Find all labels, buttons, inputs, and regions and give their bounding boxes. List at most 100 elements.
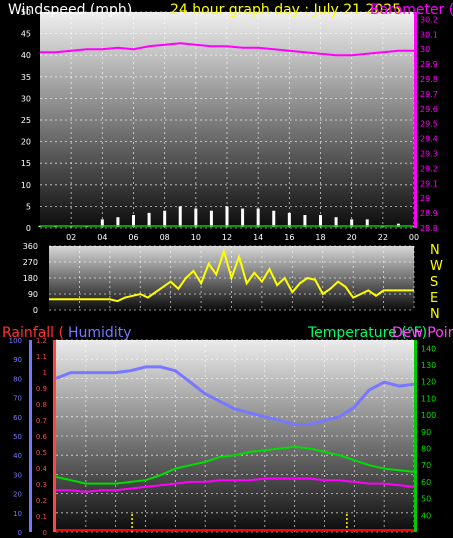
wind-y-tick-label: 15 [21, 159, 31, 168]
wind-x-tick-label: 22 [378, 233, 388, 242]
humidity-title: Humidity [68, 325, 131, 341]
rain-y-tick-label: 0.7 [36, 417, 47, 425]
barometer-line [40, 42, 414, 57]
humidity-y-tick-label: 70 [13, 395, 22, 403]
temperature-y-tick-label: 130 [421, 361, 436, 370]
wind-direction-line [49, 247, 414, 303]
direction-y-tick-label: 0 [33, 306, 38, 315]
wind-y-tick-label: 20 [21, 138, 31, 147]
wind-x-tick-label: 00 [409, 233, 419, 242]
temperature-y-tick-label: 100 [421, 411, 436, 420]
wind-y-tick-label: 30 [21, 94, 31, 103]
humidity-y-tick-label: 90 [13, 356, 22, 364]
rain-y-tick-label: 0 [43, 529, 47, 537]
wind-x-tick-label: 10 [191, 233, 201, 242]
temperature-y-tick-label: 90 [421, 428, 431, 437]
temperature-title: Temperature (°F) [307, 325, 427, 341]
wind-x-tick-label: 18 [315, 233, 325, 242]
wind-x-tick-label: 06 [128, 233, 138, 242]
temperature-y-tick-label: 40 [421, 511, 431, 520]
wind-y-tick-label: 45 [21, 30, 31, 39]
humidity-y-tick-label: 30 [13, 471, 22, 479]
barometer-y-tick-label: 29.7 [420, 90, 438, 99]
wind-y-tick-label: 50 [21, 8, 31, 17]
wind-panel-series [38, 42, 416, 227]
temperature-y-tick-label: 120 [421, 378, 436, 387]
rain-y-tick-label: 0.2 [36, 497, 47, 505]
dewpoint-line [56, 477, 415, 493]
rain-y-tick-label: 1.2 [36, 337, 47, 345]
direction-panel-grid [49, 245, 415, 311]
rainfall-title: Rainfall ( [2, 325, 64, 341]
rain-y-tick-label: 0.9 [36, 385, 47, 393]
humidity-y-tick-label: 100 [9, 337, 22, 345]
wind-x-tick-label: 04 [97, 233, 107, 242]
barometer-y-tick-label: 28.8 [420, 224, 438, 233]
rain-y-tick-label: 0.4 [36, 465, 48, 473]
rain-y-tick-label: 0.5 [36, 449, 47, 457]
humidity-y-tick-label: 20 [13, 491, 22, 499]
rain-axis-bar [53, 340, 56, 532]
barometer-axis-bar [414, 12, 417, 228]
rain-y-tick-label: 0.3 [36, 481, 47, 489]
wind-x-tick-label: 02 [66, 233, 76, 242]
temperature-y-tick-label: 50 [421, 495, 431, 504]
temperature-axis-bar [414, 340, 417, 532]
rain-y-tick-label: 0.1 [36, 513, 47, 521]
wind-x-tick-label: 16 [284, 233, 294, 242]
humidity-line [55, 365, 415, 426]
compass-label: W [430, 259, 443, 274]
wind-x-tick-label: 20 [347, 233, 357, 242]
humidity-y-tick-label: 80 [13, 375, 22, 383]
temperature-y-tick-label: 140 [421, 344, 436, 353]
barometer-y-tick-label: 29 [420, 194, 430, 203]
temperature-y-tick-label: 80 [421, 445, 431, 454]
temp-panel-series [55, 365, 415, 532]
direction-y-tick-label: 270 [23, 258, 38, 267]
direction-y-tick-label: 180 [23, 274, 38, 283]
wind-y-tick-label: 5 [26, 202, 31, 211]
wind-y-tick-label: 10 [21, 181, 31, 190]
wind-y-tick-label: 40 [21, 51, 31, 60]
humidity-y-tick-label: 60 [13, 414, 22, 422]
humidity-axis-bar [29, 340, 32, 532]
barometer-y-tick-label: 30.2 [420, 15, 438, 24]
humidity-y-tick-label: 10 [13, 510, 22, 518]
wind-y-tick-label: 25 [21, 116, 31, 125]
temperature-line [55, 445, 415, 485]
windspeed-title: Windspeed (mph) [8, 2, 132, 18]
barometer-y-tick-label: 30.1 [420, 30, 438, 39]
barometer-y-tick-label: 29.5 [420, 120, 438, 129]
humidity-y-tick-label: 0 [18, 529, 22, 537]
graph-title: 24 hour graph day : July 21 2025 [170, 2, 401, 18]
barometer-y-tick-label: 29.6 [420, 105, 438, 114]
temperature-y-tick-label: 60 [421, 478, 431, 487]
barometer-y-tick-label: 29.3 [420, 150, 438, 159]
direction-y-tick-label: 360 [23, 242, 38, 251]
axis-labels: 02 04 06 08 10 12 14 16 18 20 22 000510152025303540… [9, 8, 443, 537]
wind-x-tick-label: 14 [253, 233, 263, 242]
rain-y-tick-label: 0.8 [36, 401, 47, 409]
humidity-y-tick-label: 40 [13, 452, 22, 460]
barometer-y-tick-label: 29.8 [420, 75, 438, 84]
compass-label: N [430, 243, 440, 258]
barometer-y-tick-label: 29.9 [420, 60, 438, 69]
wind-y-tick-label: 0 [26, 224, 31, 233]
compass-label: S [430, 275, 438, 290]
temperature-y-tick-label: 110 [421, 394, 436, 403]
wind-x-tick-label: 12 [222, 233, 232, 242]
barometer-y-tick-label: 29.2 [420, 164, 438, 173]
barometer-title: Barometer ( [370, 2, 453, 18]
barometer-y-tick-label: 30 [420, 45, 430, 54]
barometer-y-tick-label: 29.1 [420, 179, 438, 188]
dewpoint-title: Dew Point [392, 325, 453, 341]
direction-y-tick-label: 90 [28, 290, 38, 299]
rain-y-tick-label: 1.1 [36, 353, 47, 361]
rain-y-tick-label: 0.6 [36, 433, 48, 441]
rain-y-tick-label: 1 [43, 369, 47, 377]
direction-panel-series [49, 247, 414, 303]
humidity-y-tick-label: 50 [13, 433, 22, 441]
temperature-y-tick-label: 70 [421, 461, 431, 470]
barometer-y-tick-label: 29.4 [420, 135, 438, 144]
